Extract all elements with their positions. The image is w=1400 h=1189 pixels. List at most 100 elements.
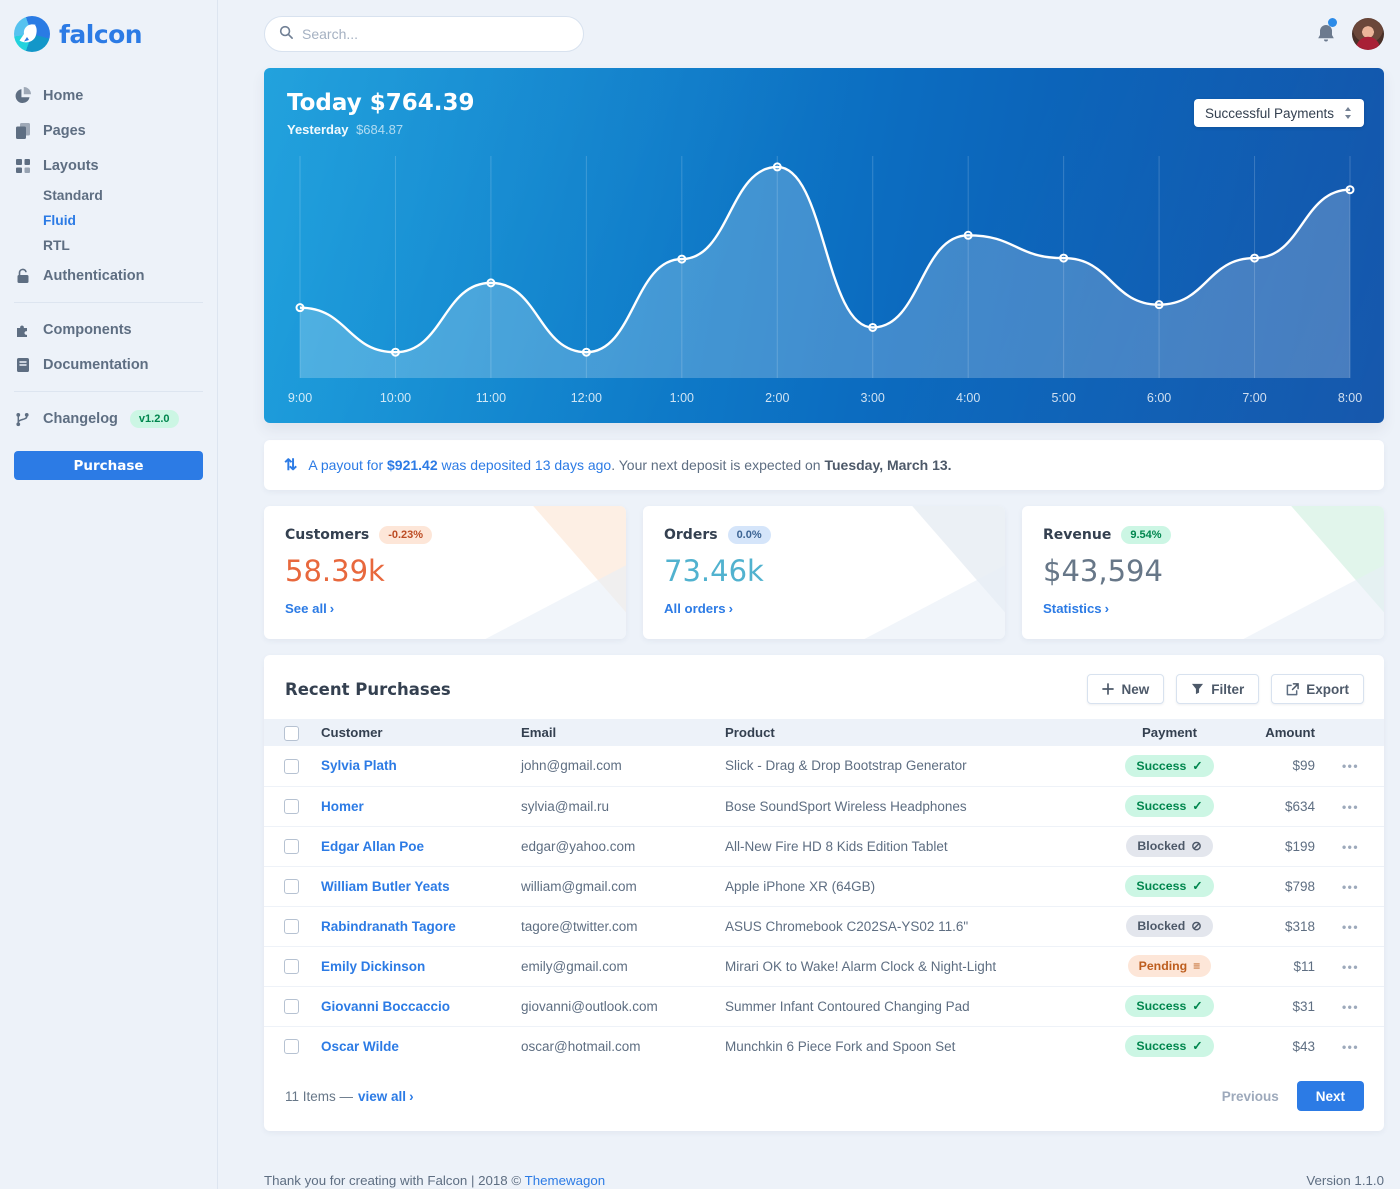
- row-checkbox[interactable]: [284, 799, 299, 814]
- svg-text:8:00: 8:00: [1338, 391, 1362, 405]
- purchase-button[interactable]: Purchase: [14, 451, 203, 480]
- email-cell: emily@gmail.com: [508, 946, 712, 986]
- export-button[interactable]: Export: [1271, 674, 1364, 704]
- previous-button[interactable]: Previous: [1222, 1089, 1279, 1104]
- sidebar-item-pages[interactable]: Pages: [14, 113, 203, 148]
- amount-cell: $798: [1248, 866, 1317, 906]
- notifications-bell-icon[interactable]: [1314, 22, 1338, 46]
- row-actions-button[interactable]: •••: [1342, 800, 1359, 814]
- brand[interactable]: falcon: [14, 10, 203, 78]
- sidebar-divider: [14, 391, 203, 392]
- sidebar-item-documentation[interactable]: Documentation: [14, 347, 203, 382]
- column-header-payment[interactable]: Payment: [1078, 719, 1248, 746]
- row-checkbox[interactable]: [284, 959, 299, 974]
- items-count: 11 Items —: [285, 1089, 353, 1104]
- product-cell: Slick - Drag & Drop Bootstrap Generator: [712, 746, 1078, 786]
- app-root: falcon Home Pages Layouts Standard Fluid…: [0, 0, 1400, 1189]
- svg-text:1:00: 1:00: [670, 391, 694, 405]
- stat-change-badge: -0.23%: [379, 526, 432, 544]
- customer-link[interactable]: Oscar Wilde: [321, 1039, 399, 1054]
- customer-link[interactable]: William Butler Yeats: [321, 879, 450, 894]
- sidebar-item-fluid[interactable]: Fluid: [14, 208, 203, 233]
- product-cell: Apple iPhone XR (64GB): [712, 866, 1078, 906]
- brand-name: falcon: [59, 20, 142, 49]
- column-header-amount[interactable]: Amount: [1248, 719, 1317, 746]
- see-all-link[interactable]: See all›: [285, 601, 334, 616]
- amount-cell: $199: [1248, 826, 1317, 866]
- row-checkbox[interactable]: [284, 999, 299, 1014]
- sidebar: falcon Home Pages Layouts Standard Fluid…: [0, 0, 218, 1189]
- row-actions-button[interactable]: •••: [1342, 759, 1359, 773]
- payment-status-badge: Success✓: [1125, 755, 1213, 777]
- recent-purchases-card: Recent Purchases New Filter Export: [264, 655, 1384, 1131]
- table-row: Sylvia Plath john@gmail.com Slick - Drag…: [264, 746, 1384, 786]
- row-actions-button[interactable]: •••: [1342, 920, 1359, 934]
- main-content: Today $764.39 Yesterday $684.87 Successf…: [218, 0, 1400, 1189]
- notification-dot: [1328, 18, 1337, 27]
- sidebar-item-layouts[interactable]: Layouts: [14, 148, 203, 183]
- column-header-email[interactable]: Email: [508, 719, 712, 746]
- filter-icon: [1191, 683, 1204, 695]
- customer-link[interactable]: Rabindranath Tagore: [321, 919, 456, 934]
- row-actions-button[interactable]: •••: [1342, 1000, 1359, 1014]
- themewagon-link[interactable]: Themewagon: [525, 1173, 606, 1188]
- row-checkbox[interactable]: [284, 1039, 299, 1054]
- row-checkbox[interactable]: [284, 919, 299, 934]
- payout-link[interactable]: A payout for $921.42 was deposited 13 da…: [308, 457, 611, 473]
- sidebar-item-rtl[interactable]: RTL: [14, 233, 203, 258]
- payment-status-badge: Pending≡: [1128, 955, 1212, 977]
- svg-text:12:00: 12:00: [571, 391, 602, 405]
- page-footer: Thank you for creating with Falcon | 201…: [264, 1173, 1384, 1188]
- stat-change-badge: 9.54%: [1121, 526, 1170, 544]
- customer-link[interactable]: Homer: [321, 799, 364, 814]
- filter-button[interactable]: Filter: [1176, 674, 1259, 704]
- customer-link[interactable]: Giovanni Boccaccio: [321, 999, 450, 1014]
- row-actions-button[interactable]: •••: [1342, 1040, 1359, 1054]
- payments-chart: 9:0010:0011:0012:001:002:003:004:005:006…: [264, 150, 1384, 423]
- statistics-link[interactable]: Statistics›: [1043, 601, 1109, 616]
- customer-link[interactable]: Edgar Allan Poe: [321, 839, 424, 854]
- customer-link[interactable]: Emily Dickinson: [321, 959, 425, 974]
- user-avatar[interactable]: [1352, 18, 1384, 50]
- svg-text:5:00: 5:00: [1051, 391, 1075, 405]
- view-all-link[interactable]: view all›: [358, 1089, 414, 1104]
- svg-text:7:00: 7:00: [1242, 391, 1266, 405]
- amount-cell: $43: [1248, 1026, 1317, 1066]
- sidebar-item-authentication[interactable]: Authentication: [14, 258, 203, 293]
- revenue-card: Revenue 9.54% $43,594 Statistics›: [1022, 506, 1384, 639]
- svg-text:10:00: 10:00: [380, 391, 411, 405]
- row-actions-button[interactable]: •••: [1342, 960, 1359, 974]
- sidebar-item-components[interactable]: Components: [14, 312, 203, 347]
- product-cell: Bose SoundSport Wireless Headphones: [712, 786, 1078, 826]
- select-all-checkbox[interactable]: [284, 726, 299, 741]
- svg-text:6:00: 6:00: [1147, 391, 1171, 405]
- all-orders-link[interactable]: All orders›: [664, 601, 733, 616]
- row-checkbox[interactable]: [284, 879, 299, 894]
- amount-cell: $11: [1248, 946, 1317, 986]
- unlock-icon: [14, 267, 31, 284]
- table-row: Oscar Wilde oscar@hotmail.com Munchkin 6…: [264, 1026, 1384, 1066]
- amount-cell: $31: [1248, 986, 1317, 1026]
- puzzle-icon: [14, 321, 31, 338]
- next-button[interactable]: Next: [1297, 1081, 1364, 1111]
- sidebar-item-standard[interactable]: Standard: [14, 183, 203, 208]
- search-input[interactable]: [302, 26, 569, 42]
- payment-status-badge: Success✓: [1125, 795, 1213, 817]
- table-row: Emily Dickinson emily@gmail.com Mirari O…: [264, 946, 1384, 986]
- row-actions-button[interactable]: •••: [1342, 840, 1359, 854]
- plus-icon: [1102, 683, 1114, 695]
- sidebar-item-changelog[interactable]: Changelog v1.2.0: [14, 401, 203, 437]
- sidebar-item-home[interactable]: Home: [14, 78, 203, 113]
- column-header-customer[interactable]: Customer: [308, 719, 508, 746]
- payment-status-badge: Blocked⊘: [1126, 835, 1212, 857]
- exchange-vertical-icon: ⇅: [284, 455, 297, 475]
- row-checkbox[interactable]: [284, 759, 299, 774]
- column-header-product[interactable]: Product: [712, 719, 1078, 746]
- version-text: Version 1.1.0: [1306, 1173, 1384, 1188]
- stat-title: Customers: [285, 527, 369, 543]
- row-actions-button[interactable]: •••: [1342, 880, 1359, 894]
- customer-link[interactable]: Sylvia Plath: [321, 758, 397, 773]
- search-icon: [279, 25, 294, 43]
- row-checkbox[interactable]: [284, 839, 299, 854]
- new-button[interactable]: New: [1087, 674, 1164, 704]
